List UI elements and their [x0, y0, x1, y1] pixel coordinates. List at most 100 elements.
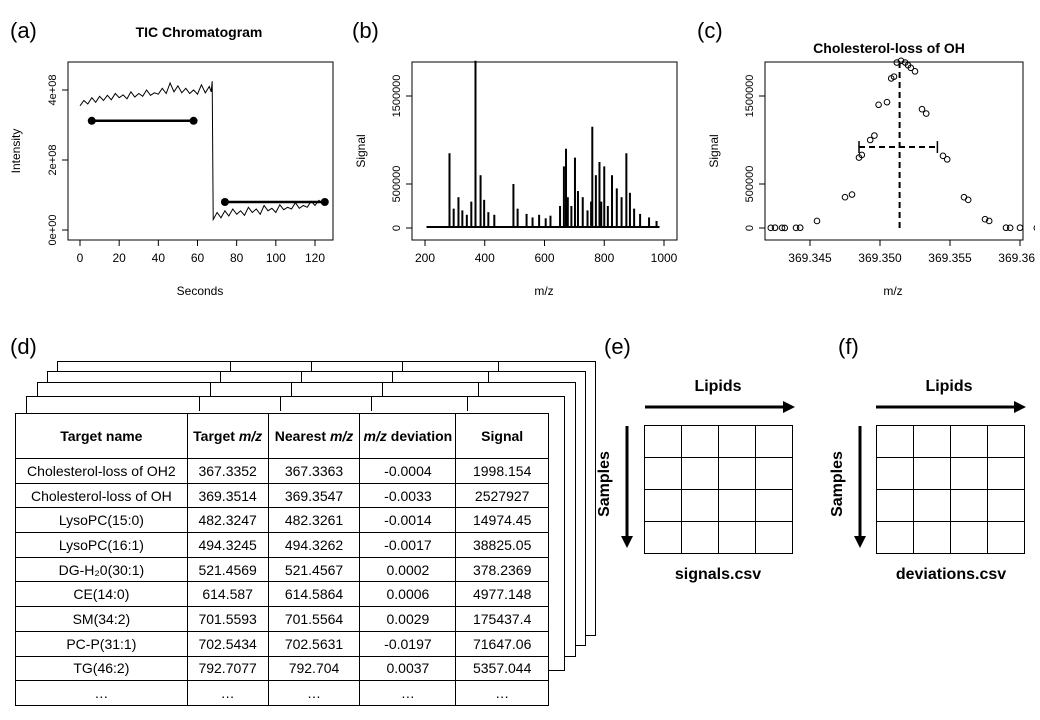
cell-nearest-mz: 369.3547: [267, 482, 361, 509]
cell-target-mz: 521.4569: [186, 556, 269, 583]
matrix-e-file-name: signals.csv: [674, 566, 762, 583]
header-target-name: Target name: [15, 413, 188, 459]
panel-label-a: (a): [10, 18, 37, 43]
cell-target-mz: …: [186, 680, 269, 706]
chart-c-data-point: [841, 193, 849, 201]
cell-nearest-mz: 482.3261: [267, 507, 361, 534]
cell-target-name: …: [15, 680, 188, 706]
chart-b-xtick-label: 200: [415, 251, 435, 265]
cell-mz-deviation: -0.0004: [359, 458, 457, 484]
chart-a-range-endpoint: [320, 198, 329, 206]
cell-signal: 5357.044: [455, 655, 549, 682]
cell-mz-deviation: -0.0014: [359, 507, 457, 534]
cell-nearest-mz: 792.704: [267, 655, 361, 682]
cell-mz-deviation: -0.0017: [359, 532, 457, 558]
chart-b-xtick-label: 1000: [651, 251, 678, 265]
cell-target-name: LysoPC(15:0): [15, 507, 188, 534]
chart-c-data-point: [771, 224, 779, 232]
chart-b-ytick-label: 500000: [391, 166, 403, 203]
header-signal: Signal: [455, 413, 549, 459]
chart-a-xtick-label: 60: [191, 251, 205, 265]
chart-c-data-point: [943, 156, 951, 163]
table-row: ……………: [15, 680, 549, 706]
table-row: CE(14:0) 614.587 614.5864 0.0006 4977.148: [15, 581, 549, 608]
chart-b-ytick-label: 0: [391, 225, 403, 231]
chart-a-ylabel: Intensity: [9, 129, 23, 174]
cell-mz-deviation: …: [359, 680, 457, 706]
chart-c-ytick-label: 0: [744, 225, 756, 231]
table-header-row: Target name Target m/z Nearest m/z m/z d…: [15, 413, 549, 459]
chart-c-data-point: [890, 73, 898, 80]
chart-c-data-point: [1002, 224, 1010, 232]
chart-c-data-point: [922, 110, 930, 117]
cell-target-name: SM(34:2): [15, 606, 188, 632]
chart-c-data-point: [883, 98, 891, 106]
cell-signal: 4977.148: [455, 581, 549, 608]
chart-c-data-point: [871, 132, 878, 139]
cell-mz-deviation: -0.0033: [359, 482, 457, 509]
chart-b-xtick-label: 600: [534, 251, 554, 265]
lipid-signal-table: Target name Target m/z Nearest m/z m/z d…: [15, 413, 549, 706]
chart-b-xtick-label: 400: [475, 251, 495, 265]
cell-target-mz: 701.5593: [186, 606, 269, 632]
chart-c-xtick-label: 369.350: [858, 251, 902, 265]
cell-signal: 1998.154: [455, 458, 549, 484]
table-row: Cholesterol-loss of OH 369.3514 369.3547 -0…: [15, 482, 549, 509]
table-row: TG(46:2) 792.7077 792.704 0.0037 5357.044: [15, 655, 549, 682]
cell-target-mz: 367.3352: [186, 458, 269, 484]
chart-a-series-line: [79, 81, 328, 222]
chart-c-data-point: [911, 68, 919, 75]
chart-a-range-endpoint: [220, 198, 229, 206]
cell-mz-deviation: -0.0197: [359, 630, 457, 657]
chart-a-xtick-label: 0: [77, 251, 84, 265]
cell-mz-deviation: 0.0029: [359, 606, 457, 632]
chart-c-xlabel: m/z: [883, 284, 902, 298]
cell-nearest-mz: 614.5864: [267, 581, 361, 608]
chart-c-data-point: [781, 224, 789, 232]
matrix-f-right-arrow: [876, 401, 1026, 413]
chart-c-data-point: [767, 224, 775, 232]
chart-c-data-point: [813, 217, 821, 225]
chart-b-xtick-label: 800: [594, 251, 614, 265]
matrix-e-down-arrow: [621, 426, 633, 548]
chart-a-xtick-label: 120: [305, 251, 325, 265]
cholesterol-peak-chart: Cholesterol-loss of OH m/z Signal 369.34…: [707, 40, 1035, 298]
cell-signal: …: [455, 680, 549, 706]
chart-c-data-point: [918, 105, 926, 113]
cell-nearest-mz: 521.4567: [267, 556, 361, 583]
cell-signal: 14974.45: [455, 507, 549, 534]
cell-signal: 175437.4: [455, 606, 549, 632]
panel-label-c: (c): [697, 18, 723, 43]
cell-mz-deviation: 0.0006: [359, 581, 457, 608]
chart-c-frame: [764, 61, 1024, 241]
cell-target-name: DG-H₂0(30:1): [15, 556, 188, 583]
cell-target-name: Cholesterol-loss of OH2: [15, 458, 188, 484]
chart-c-data-point: [897, 57, 905, 65]
matrix-f-top-label: Lipids: [925, 378, 973, 395]
matrix-f-side-label: Samples: [829, 451, 846, 517]
matrix-e-grid: [644, 425, 793, 554]
chart-a-xtick-label: 100: [266, 251, 286, 265]
chart-c-data-point: [985, 217, 993, 225]
cell-nearest-mz: 367.3363: [267, 458, 361, 484]
chart-c-data-point: [1033, 225, 1035, 231]
chart-b-ylabel: Signal: [354, 134, 368, 167]
cell-target-name: Cholesterol-loss of OH: [15, 482, 188, 509]
matrix-f-grid: [876, 425, 1025, 554]
cell-nearest-mz: 702.5631: [267, 630, 361, 657]
table-row: SM(34:2) 701.5593 701.5564 0.0029 175437.4: [15, 606, 549, 632]
table-row: PC-P(31:1) 702.5434 702.5631 -0.0197 71647.0…: [15, 630, 549, 657]
header-mz-deviation: m/z deviation: [359, 413, 457, 459]
panel-label-b: (b): [352, 18, 379, 43]
cell-nearest-mz: 494.3262: [267, 532, 361, 558]
panel-label-d: (d): [10, 334, 37, 359]
chart-a-range-endpoint: [87, 116, 96, 125]
cell-target-mz: 482.3247: [186, 507, 269, 534]
cell-mz-deviation: 0.0002: [359, 556, 457, 583]
cell-target-mz: 369.3514: [186, 482, 269, 509]
chart-b-frame: [411, 61, 678, 241]
chart-b-ytick-label: 1500000: [391, 75, 403, 118]
header-nearest-mz: Nearest m/z: [267, 413, 361, 459]
chart-c-data-point: [866, 136, 874, 144]
chart-a-range-endpoint: [189, 116, 198, 125]
